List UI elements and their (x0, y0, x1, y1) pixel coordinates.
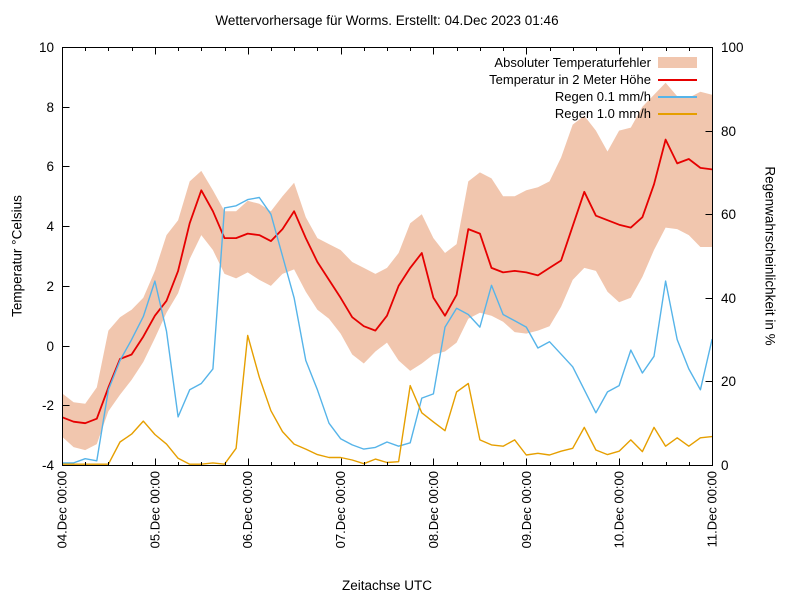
y-right-tick-label: 100 (721, 40, 744, 55)
error-band-area (62, 82, 712, 451)
x-tick-label: 05.Dec 00:00 (147, 471, 162, 548)
x-tick-label: 11.Dec 00:00 (705, 471, 720, 547)
x-tick-label: 06.Dec 00:00 (240, 471, 255, 548)
y-left-tick-label: 0 (46, 339, 54, 354)
axis-ticks (62, 47, 713, 466)
y-axis-left-label: Temperatur °Celsius (9, 195, 25, 317)
legend-item-label: Absoluter Temperaturfehler (494, 55, 651, 70)
legend-item-2: Regen 0.1 mm/h (555, 88, 697, 105)
x-tick-label: 07.Dec 00:00 (333, 471, 348, 548)
x-tick-label: 08.Dec 00:00 (426, 471, 441, 548)
legend-item-3: Regen 1.0 mm/h (555, 105, 697, 122)
y-left-tick-label: 2 (46, 279, 54, 294)
rain-10-line (62, 334, 712, 465)
y-right-tick-label: 80 (721, 124, 736, 139)
tick-labels: 04.Dec 00:00 05.Dec 00:00 06.Dec 00:00 07.D… (39, 40, 744, 548)
y-right-tick-label: 60 (721, 207, 736, 222)
y-left-tick-label: 8 (46, 100, 54, 115)
legend: Absoluter Temperaturfehler Temperatur in … (489, 54, 697, 122)
y-left-tick-label: -2 (42, 398, 54, 413)
temperature-line (62, 138, 712, 425)
legend-line-sample (658, 95, 697, 98)
rain-01-line (62, 196, 712, 464)
x-tick-label: 09.Dec 00:00 (519, 471, 534, 548)
series-layer (62, 82, 712, 465)
y-right-tick-label: 20 (721, 374, 736, 389)
legend-item-1: Temperatur in 2 Meter Höhe (489, 71, 697, 88)
legend-item-label: Temperatur in 2 Meter Höhe (489, 72, 651, 87)
y-left-tick-label: 6 (46, 159, 54, 174)
y-left-tick-label: -4 (42, 458, 54, 473)
legend-band-swatch (658, 57, 697, 68)
y-left-tick-label: 10 (39, 40, 54, 55)
chart-title: Wettervorhersage für Worms. Erstellt: 04… (215, 13, 559, 28)
legend-line-sample (658, 78, 697, 81)
y-right-tick-label: 0 (721, 458, 729, 473)
y-right-tick-label: 40 (721, 291, 736, 306)
legend-line-sample (658, 112, 697, 115)
legend-item-0: Absoluter Temperaturfehler (494, 54, 697, 71)
x-tick-label: 10.Dec 00:00 (612, 471, 627, 548)
y-axis-right-label: Regenwahrscheinlichkeit in % (762, 166, 778, 346)
x-tick-label: 04.Dec 00:00 (55, 471, 70, 548)
y-left-tick-label: 4 (46, 219, 54, 234)
legend-item-label: Regen 0.1 mm/h (554, 89, 651, 104)
x-axis-label: Zeitachse UTC (341, 578, 433, 593)
legend-item-label: Regen 1.0 mm/h (554, 106, 651, 121)
